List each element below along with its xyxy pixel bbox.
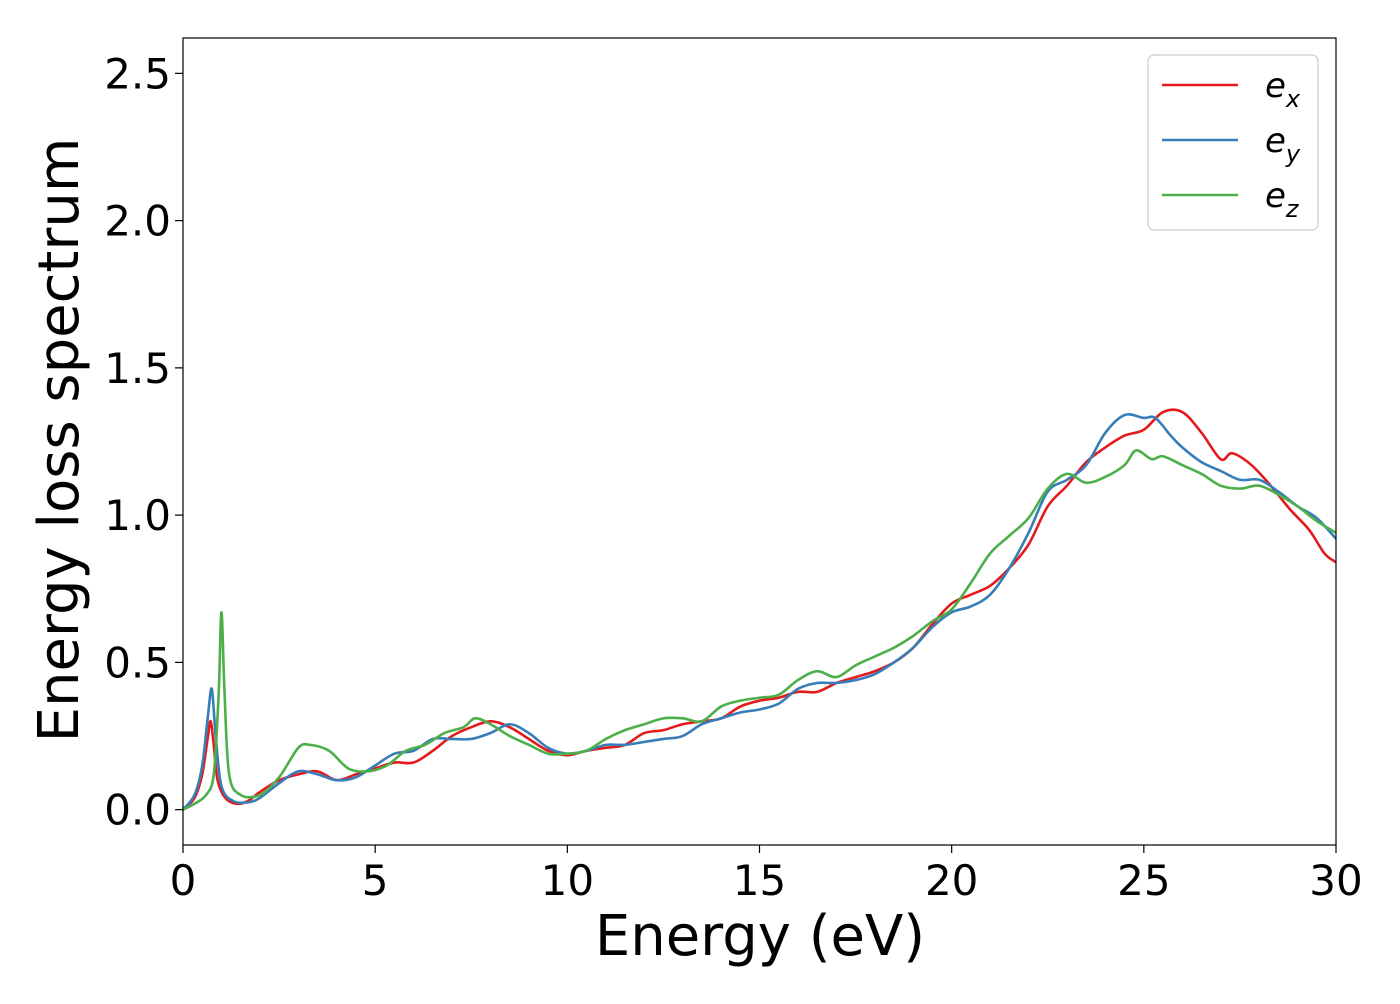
- y-tick-label: 0.0: [104, 786, 171, 835]
- x-tick-label: 25: [1117, 856, 1170, 905]
- y-tick-label: 2.5: [104, 49, 171, 98]
- y-tick-label: 1.0: [104, 491, 171, 540]
- series-line-e-y: [183, 413, 1336, 811]
- x-tick-label: 0: [170, 856, 197, 905]
- y-axis-title: Energy loss spectrum: [27, 138, 92, 743]
- legend-box: [1147, 54, 1319, 231]
- y-tick-label: 2.0: [104, 197, 171, 246]
- series-line-e-z: [183, 449, 1336, 811]
- y-tick-label: 0.5: [104, 638, 171, 687]
- legend-label-e-x: ex: [1265, 66, 1301, 113]
- x-tick-label: 10: [541, 856, 594, 905]
- legend-label-e-z: ez: [1265, 176, 1300, 223]
- x-tick-label: 5: [362, 856, 389, 905]
- legend: ex ey ez: [1147, 54, 1319, 231]
- x-tick-label: 30: [1309, 856, 1362, 905]
- x-axis-title: Energy (eV): [595, 904, 925, 969]
- legend-label-e-y: ey: [1265, 121, 1301, 168]
- y-tick-label: 1.5: [104, 344, 171, 393]
- x-tick-label: 15: [733, 856, 786, 905]
- x-tick-label: 20: [925, 856, 978, 905]
